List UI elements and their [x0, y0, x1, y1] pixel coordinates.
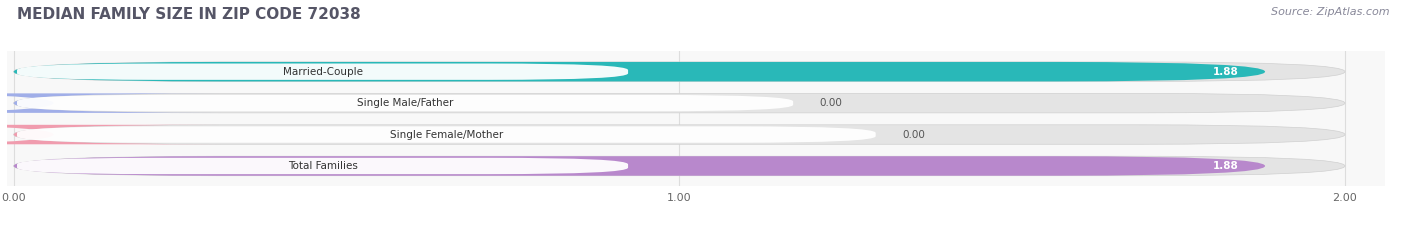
FancyBboxPatch shape — [0, 93, 219, 113]
FancyBboxPatch shape — [14, 62, 1265, 81]
FancyBboxPatch shape — [17, 126, 876, 143]
FancyBboxPatch shape — [14, 62, 1346, 81]
FancyBboxPatch shape — [17, 95, 793, 111]
FancyBboxPatch shape — [14, 93, 1346, 113]
FancyBboxPatch shape — [14, 156, 1265, 176]
Text: Single Female/Mother: Single Female/Mother — [389, 130, 503, 140]
FancyBboxPatch shape — [17, 158, 628, 174]
FancyBboxPatch shape — [0, 125, 219, 144]
FancyBboxPatch shape — [14, 156, 1346, 176]
FancyBboxPatch shape — [17, 64, 628, 80]
Text: 1.88: 1.88 — [1213, 67, 1239, 77]
Text: 1.88: 1.88 — [1213, 161, 1239, 171]
Text: Married-Couple: Married-Couple — [283, 67, 363, 77]
Text: Single Male/Father: Single Male/Father — [357, 98, 453, 108]
FancyBboxPatch shape — [14, 125, 1346, 144]
Text: MEDIAN FAMILY SIZE IN ZIP CODE 72038: MEDIAN FAMILY SIZE IN ZIP CODE 72038 — [17, 7, 360, 22]
Text: Total Families: Total Families — [288, 161, 357, 171]
Text: 0.00: 0.00 — [903, 130, 925, 140]
Text: 0.00: 0.00 — [820, 98, 842, 108]
Text: Source: ZipAtlas.com: Source: ZipAtlas.com — [1271, 7, 1389, 17]
